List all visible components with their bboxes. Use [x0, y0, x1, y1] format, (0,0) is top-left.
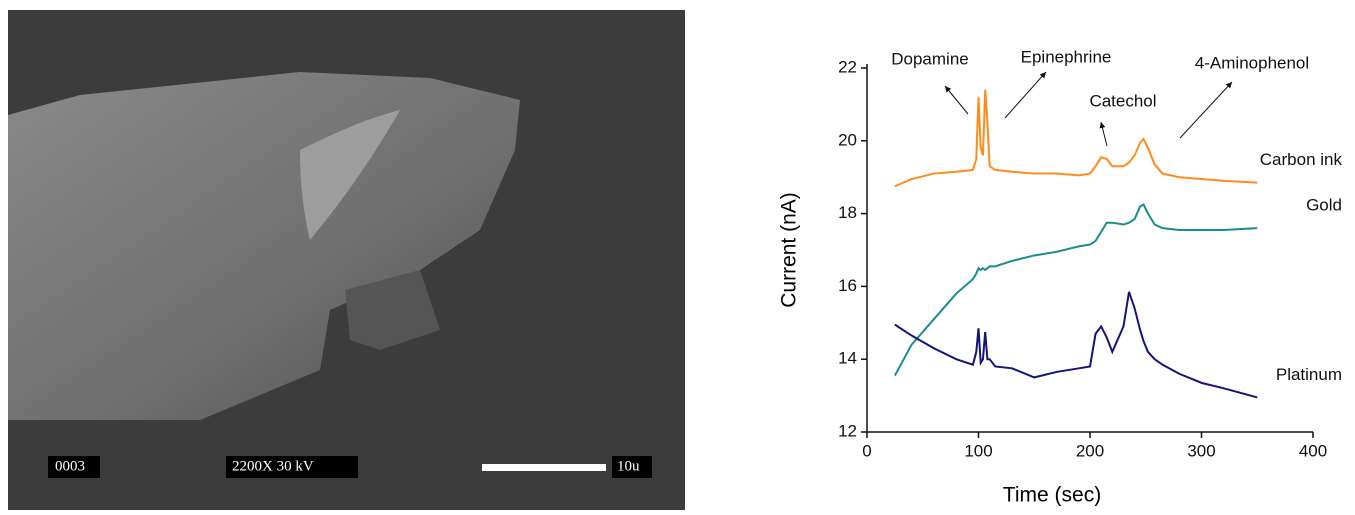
label-box: [48, 456, 100, 478]
x-tick-label: 100: [964, 441, 992, 460]
series-line: [894, 89, 1258, 188]
arrow: [1004, 71, 1047, 119]
y-tick-label: 18: [838, 203, 857, 222]
fiber: [8, 72, 520, 420]
label-box: [612, 456, 652, 478]
image-label: 10u: [617, 458, 640, 474]
annotation: Epinephrine: [1021, 47, 1112, 66]
y-axis-title: Current (nA): [778, 192, 801, 308]
x-tick-label: 400: [1299, 441, 1327, 460]
y-tick-label: 20: [838, 130, 857, 149]
y-tick-label: 12: [838, 421, 857, 440]
series-line: [894, 291, 1258, 399]
arrow: [1179, 81, 1233, 139]
image-label: 0003: [55, 458, 85, 474]
label-box: [226, 456, 358, 478]
sem-image: 0003 2200X 30 kV 10u: [8, 10, 685, 510]
debris: [345, 270, 440, 350]
y-tick-label: 16: [838, 276, 857, 295]
x-tick-label: 0: [862, 441, 871, 460]
y-tick-label: 14: [838, 349, 857, 368]
arrow: [944, 85, 969, 115]
x-axis-title: Time (sec): [1003, 484, 1101, 507]
series-label: Carbon ink: [1260, 150, 1343, 169]
series-label: Gold: [1306, 196, 1342, 215]
x-tick-label: 300: [1187, 441, 1215, 460]
annotation: Dopamine: [891, 49, 969, 68]
x-tick-label: 200: [1076, 441, 1104, 460]
scale-bar: [482, 464, 606, 471]
image-label: 2200X 30 kV: [232, 458, 314, 474]
annotation: Catechol: [1089, 91, 1156, 110]
annotation: 4-Aminophenol: [1195, 53, 1309, 72]
series-line: [893, 203, 1258, 377]
fiber-highlight: [300, 110, 400, 240]
arrow: [1099, 121, 1108, 147]
series-label: Platinum: [1276, 365, 1342, 384]
y-tick-label: 22: [838, 57, 857, 76]
